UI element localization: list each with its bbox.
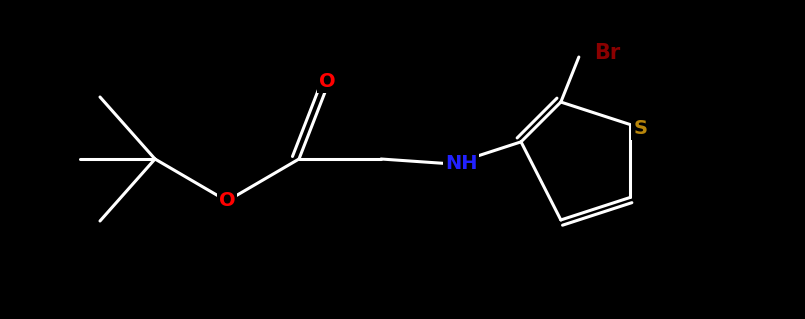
Text: Br: Br <box>594 43 620 63</box>
Text: O: O <box>219 191 235 211</box>
Text: S: S <box>634 119 647 138</box>
Text: O: O <box>319 72 336 92</box>
Text: NH: NH <box>444 154 477 174</box>
